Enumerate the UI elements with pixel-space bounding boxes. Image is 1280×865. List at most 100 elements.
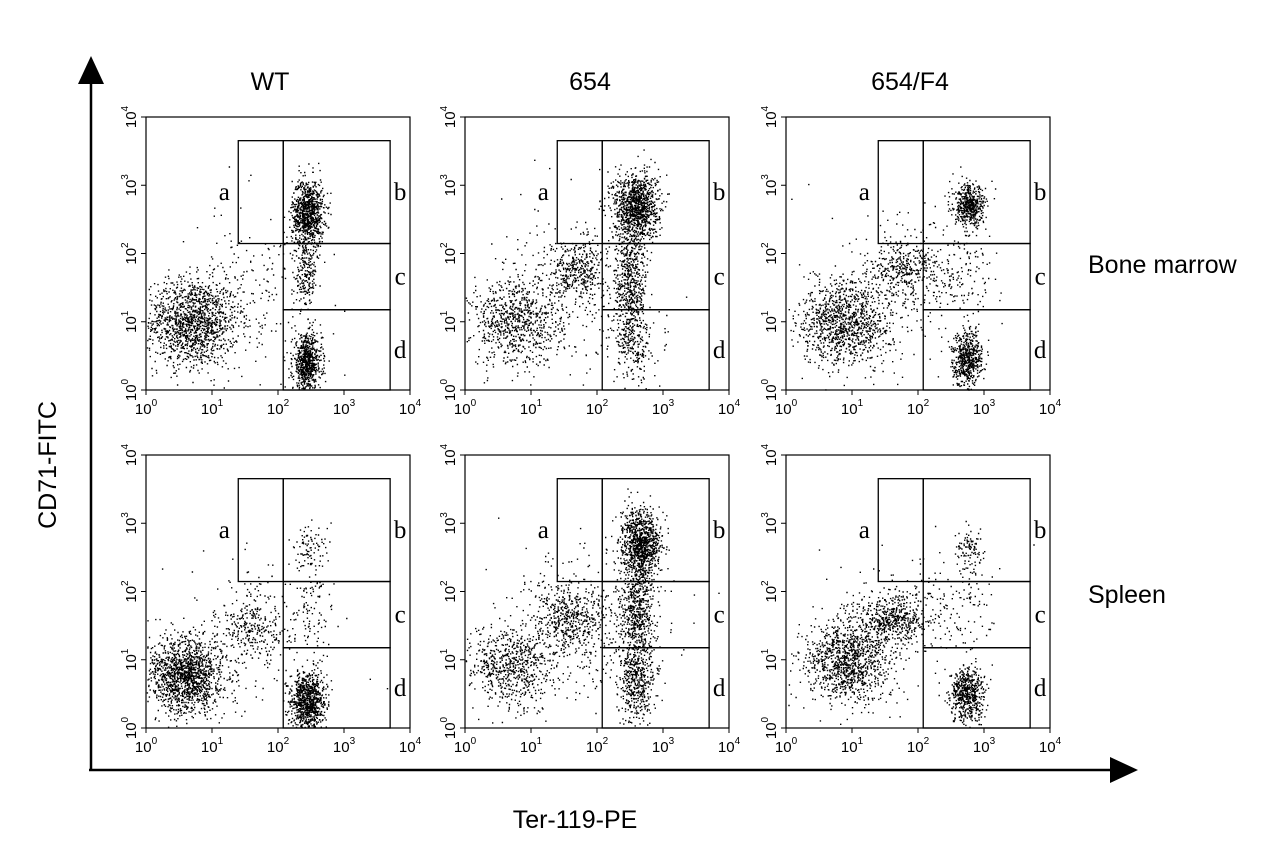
- event-dots: [465, 488, 720, 727]
- x-tick-label: 104: [399, 398, 422, 418]
- gate-b: [282, 478, 391, 583]
- column-title-654: 654: [569, 68, 611, 96]
- y-tick-label: 102: [120, 242, 140, 265]
- x-tick-label: 100: [775, 398, 798, 418]
- gate-a: [556, 140, 603, 245]
- gate-label-a: a: [219, 517, 230, 544]
- gate-label-a: a: [538, 179, 549, 206]
- gate-label-c: c: [1035, 602, 1046, 629]
- gate-label-d: d: [713, 675, 726, 702]
- x-tick-label: 100: [775, 736, 798, 756]
- event-dots: [788, 166, 1003, 391]
- y-tick-label: 104: [120, 105, 140, 128]
- x-tick-label: 100: [135, 398, 158, 418]
- y-tick-label: 103: [120, 512, 140, 535]
- y-tick-label: 101: [439, 648, 459, 671]
- gate-label-b: b: [1034, 517, 1047, 544]
- y-tick-label: 104: [439, 105, 459, 128]
- y-tick-label: 102: [439, 580, 459, 603]
- x-tick-label: 102: [267, 736, 290, 756]
- gate-a: [877, 478, 924, 583]
- gate-b: [922, 478, 1031, 583]
- x-tick-label: 104: [718, 736, 741, 756]
- y-tick-label: 101: [760, 310, 780, 333]
- gate-d: [922, 309, 1031, 391]
- gate-label-d: d: [394, 675, 407, 702]
- y-axis-arrow-icon: [78, 56, 104, 84]
- x-tick-label: 104: [1039, 398, 1062, 418]
- x-tick-label: 104: [1039, 736, 1062, 756]
- gate-label-a: a: [859, 179, 870, 206]
- y-tick-label: 102: [760, 580, 780, 603]
- y-tick-label: 103: [760, 512, 780, 535]
- x-tick-label: 102: [586, 736, 609, 756]
- gate-d: [282, 647, 391, 729]
- x-tick-label: 101: [841, 736, 864, 756]
- y-tick-label: 104: [439, 443, 459, 466]
- gate-label-a: a: [219, 179, 230, 206]
- y-tick-label: 103: [439, 174, 459, 197]
- x-tick-label: 101: [841, 398, 864, 418]
- gate-label-a: a: [859, 517, 870, 544]
- gate-a: [877, 140, 924, 245]
- x-tick-label: 100: [454, 736, 477, 756]
- panel-frame: [785, 116, 1051, 391]
- gate-label-c: c: [1035, 264, 1046, 291]
- gate-label-d: d: [394, 337, 407, 364]
- gate-label-b: b: [1034, 179, 1047, 206]
- gate-c: [922, 580, 1031, 649]
- y-tick-label: 100: [439, 716, 459, 739]
- y-tick-label: 100: [120, 378, 140, 401]
- x-tick-label: 100: [454, 398, 477, 418]
- y-tick-label: 100: [439, 378, 459, 401]
- event-dots: [465, 149, 688, 391]
- y-tick-label: 101: [120, 310, 140, 333]
- y-tick-label: 101: [439, 310, 459, 333]
- x-axis-arrow-icon: [1110, 757, 1138, 783]
- x-tick-label: 103: [333, 736, 356, 756]
- gate-d: [922, 647, 1031, 729]
- y-tick-label: 103: [439, 512, 459, 535]
- y-axis-title: CD71-FITC: [34, 401, 62, 529]
- gate-d: [601, 647, 710, 729]
- y-tick-label: 104: [760, 105, 780, 128]
- gate-d: [282, 309, 391, 391]
- x-tick-label: 103: [652, 398, 675, 418]
- y-tick-label: 100: [120, 716, 140, 739]
- gate-label-b: b: [394, 517, 407, 544]
- gate-label-b: b: [713, 179, 726, 206]
- gate-a: [237, 140, 284, 245]
- event-dots: [788, 520, 1035, 729]
- x-tick-label: 101: [520, 736, 543, 756]
- panel-frame: [145, 116, 411, 391]
- x-tick-label: 101: [520, 398, 543, 418]
- gate-label-d: d: [1034, 337, 1047, 364]
- x-tick-label: 103: [652, 736, 675, 756]
- event-dots: [146, 162, 346, 390]
- column-title-wt: WT: [251, 68, 290, 96]
- x-tick-label: 101: [201, 736, 224, 756]
- x-tick-label: 102: [586, 398, 609, 418]
- column-title-654-f4: 654/F4: [871, 68, 949, 96]
- x-tick-label: 103: [973, 398, 996, 418]
- gate-label-c: c: [395, 602, 406, 629]
- gate-label-c: c: [714, 602, 725, 629]
- gate-c: [922, 242, 1031, 311]
- y-tick-label: 103: [760, 174, 780, 197]
- gate-label-c: c: [395, 264, 406, 291]
- gate-label-b: b: [394, 179, 407, 206]
- x-tick-label: 102: [907, 398, 930, 418]
- gate-label-a: a: [538, 517, 549, 544]
- x-tick-label: 104: [399, 736, 422, 756]
- x-tick-label: 103: [333, 398, 356, 418]
- gate-label-b: b: [713, 517, 726, 544]
- x-tick-label: 104: [718, 398, 741, 418]
- y-tick-label: 104: [760, 443, 780, 466]
